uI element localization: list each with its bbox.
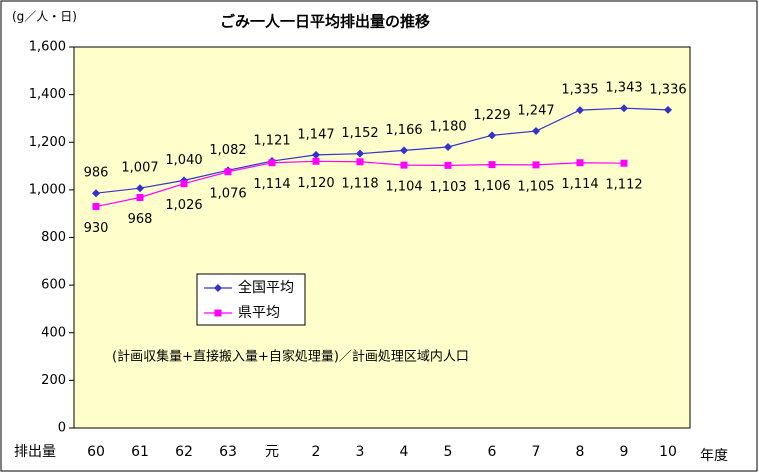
data-label: 1,104 <box>385 180 422 195</box>
x-tick-label: 元 <box>265 444 279 460</box>
data-label: 1,114 <box>561 177 598 192</box>
data-point <box>92 189 100 198</box>
data-label: 1,105 <box>517 179 554 194</box>
data-label: 1,076 <box>209 186 246 201</box>
x-tick-label: 60 <box>87 444 105 460</box>
x-tick-label: 8 <box>576 444 585 460</box>
legend-label: 県平均 <box>238 305 280 321</box>
data-point <box>224 168 232 176</box>
annotation: (計画収集量+直接搬入量+自家処理量)／計画処理区域内人口 <box>112 349 469 365</box>
data-label: 1,040 <box>165 153 202 168</box>
y-tick-label: 600 <box>41 278 66 293</box>
data-label: 986 <box>84 166 109 181</box>
data-label: 1,336 <box>649 82 686 97</box>
data-point <box>620 159 628 167</box>
data-point <box>180 180 188 188</box>
x-tick-label: 7 <box>532 444 541 460</box>
data-point <box>620 104 628 113</box>
x-tick-label: 61 <box>131 444 149 460</box>
data-label: 1,114 <box>253 177 290 192</box>
data-point <box>444 161 452 169</box>
data-label: 1,229 <box>473 108 510 123</box>
chart-title: ごみ一人一日平均排出量の推移 <box>220 13 430 31</box>
data-label: 1,106 <box>473 179 510 194</box>
data-point <box>312 157 320 165</box>
y-tick-label: 1,400 <box>29 87 66 102</box>
data-label: 1,180 <box>429 120 466 135</box>
y-tick-label: 0 <box>58 421 66 436</box>
data-label: 1,007 <box>121 161 158 176</box>
data-label: 1,103 <box>429 180 466 195</box>
x-tick-label: 6 <box>488 444 497 460</box>
legend-label: 全国平均 <box>238 279 294 296</box>
data-point <box>268 159 276 167</box>
data-point <box>136 184 144 193</box>
data-label: 1,147 <box>297 127 334 142</box>
x-label-left: 排出量 <box>14 444 56 460</box>
x-tick-label: 63 <box>219 444 237 460</box>
data-point <box>312 150 320 159</box>
x-tick-label: 4 <box>400 444 409 460</box>
data-point <box>576 106 584 115</box>
data-point <box>356 158 364 166</box>
data-label: 1,343 <box>605 81 642 96</box>
data-label: 1,112 <box>605 178 642 193</box>
y-tick-label: 1,000 <box>29 182 66 197</box>
x-tick-label: 5 <box>444 444 453 460</box>
data-label: 930 <box>84 221 109 236</box>
data-point <box>400 146 408 155</box>
legend-marker <box>214 309 222 317</box>
data-point <box>488 161 496 169</box>
y-tick-label: 1,200 <box>29 135 66 150</box>
data-point <box>664 105 672 114</box>
x-tick-label: 10 <box>659 444 677 460</box>
data-label: 1,118 <box>341 176 378 191</box>
data-label: 1,026 <box>165 198 202 213</box>
data-label: 1,082 <box>209 143 246 158</box>
y-unit-label: (g／人・日) <box>12 10 77 24</box>
x-tick-label: 2 <box>312 444 321 460</box>
data-point <box>532 161 540 169</box>
x-tick-label: 62 <box>175 444 193 460</box>
y-tick-label: 1,600 <box>29 40 66 55</box>
data-point <box>444 143 452 152</box>
data-point <box>488 131 496 140</box>
data-point <box>576 159 584 167</box>
y-tick-label: 400 <box>41 325 66 340</box>
x-tick-label: 3 <box>356 444 365 460</box>
data-point <box>400 161 408 169</box>
data-point <box>136 193 144 201</box>
data-label: 1,166 <box>385 123 422 138</box>
data-label: 1,152 <box>341 126 378 141</box>
data-label: 1,120 <box>297 176 334 191</box>
legend-marker <box>214 284 222 292</box>
data-point <box>92 203 100 211</box>
data-label: 1,335 <box>561 83 598 98</box>
y-tick-label: 200 <box>41 373 66 388</box>
data-label: 1,247 <box>517 104 554 119</box>
x-label-right: 年度 <box>700 448 728 464</box>
x-tick-label: 9 <box>620 444 629 460</box>
plot-area <box>73 46 691 429</box>
series-line <box>95 107 669 194</box>
data-point <box>532 127 540 136</box>
data-label: 968 <box>128 212 153 227</box>
data-label: 1,121 <box>253 134 290 149</box>
data-point <box>356 149 364 158</box>
y-tick-label: 800 <box>41 230 66 245</box>
